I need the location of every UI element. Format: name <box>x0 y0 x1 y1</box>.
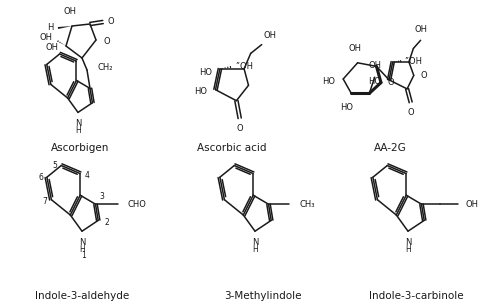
Text: CH₃: CH₃ <box>300 200 315 209</box>
Text: 3: 3 <box>100 192 104 201</box>
Text: OH: OH <box>45 43 58 53</box>
Text: 2: 2 <box>104 218 109 227</box>
Text: 4: 4 <box>84 171 89 180</box>
Text: CH₂: CH₂ <box>97 64 112 73</box>
Text: H: H <box>79 245 85 254</box>
Text: H: H <box>75 126 81 135</box>
Text: HO: HO <box>194 87 207 96</box>
Text: HO: HO <box>340 103 353 112</box>
Text: HO: HO <box>368 77 381 86</box>
Polygon shape <box>58 26 72 29</box>
Text: 5: 5 <box>52 161 58 170</box>
Text: H: H <box>46 24 53 32</box>
Text: HO: HO <box>322 76 335 85</box>
Text: HO: HO <box>199 68 212 77</box>
Text: H: H <box>405 245 411 254</box>
Text: O: O <box>108 17 114 27</box>
Text: H: H <box>252 245 258 254</box>
Text: O: O <box>103 38 110 47</box>
Text: ’’OH: ’’OH <box>404 57 422 65</box>
Text: Ascorbigen: Ascorbigen <box>51 143 109 153</box>
Text: AA-2G: AA-2G <box>374 143 406 153</box>
Text: O: O <box>421 71 428 80</box>
Text: OH: OH <box>39 33 52 43</box>
Text: N: N <box>405 238 411 247</box>
Text: N: N <box>75 119 81 129</box>
Text: ’’OH: ’’OH <box>235 62 253 71</box>
Text: OH: OH <box>348 44 361 53</box>
Text: OH: OH <box>466 200 478 209</box>
Text: 3-Methylindole: 3-Methylindole <box>224 291 302 301</box>
Text: N: N <box>79 238 85 247</box>
Text: N: N <box>252 238 258 247</box>
Text: Ascorbic acid: Ascorbic acid <box>197 143 267 153</box>
Text: 6: 6 <box>38 173 43 182</box>
Text: CHO: CHO <box>128 200 146 209</box>
Text: O: O <box>408 108 414 118</box>
Text: OH: OH <box>414 25 427 34</box>
Text: 7: 7 <box>42 197 48 206</box>
Text: OH: OH <box>264 31 276 39</box>
Text: Indole-3-carbinole: Indole-3-carbinole <box>368 291 464 301</box>
Text: Indole-3-aldehyde: Indole-3-aldehyde <box>35 291 129 301</box>
Text: OH: OH <box>64 7 76 16</box>
Text: O: O <box>388 78 394 87</box>
Text: OH: OH <box>368 61 381 70</box>
Text: 1: 1 <box>82 251 86 260</box>
Text: O: O <box>236 124 243 133</box>
